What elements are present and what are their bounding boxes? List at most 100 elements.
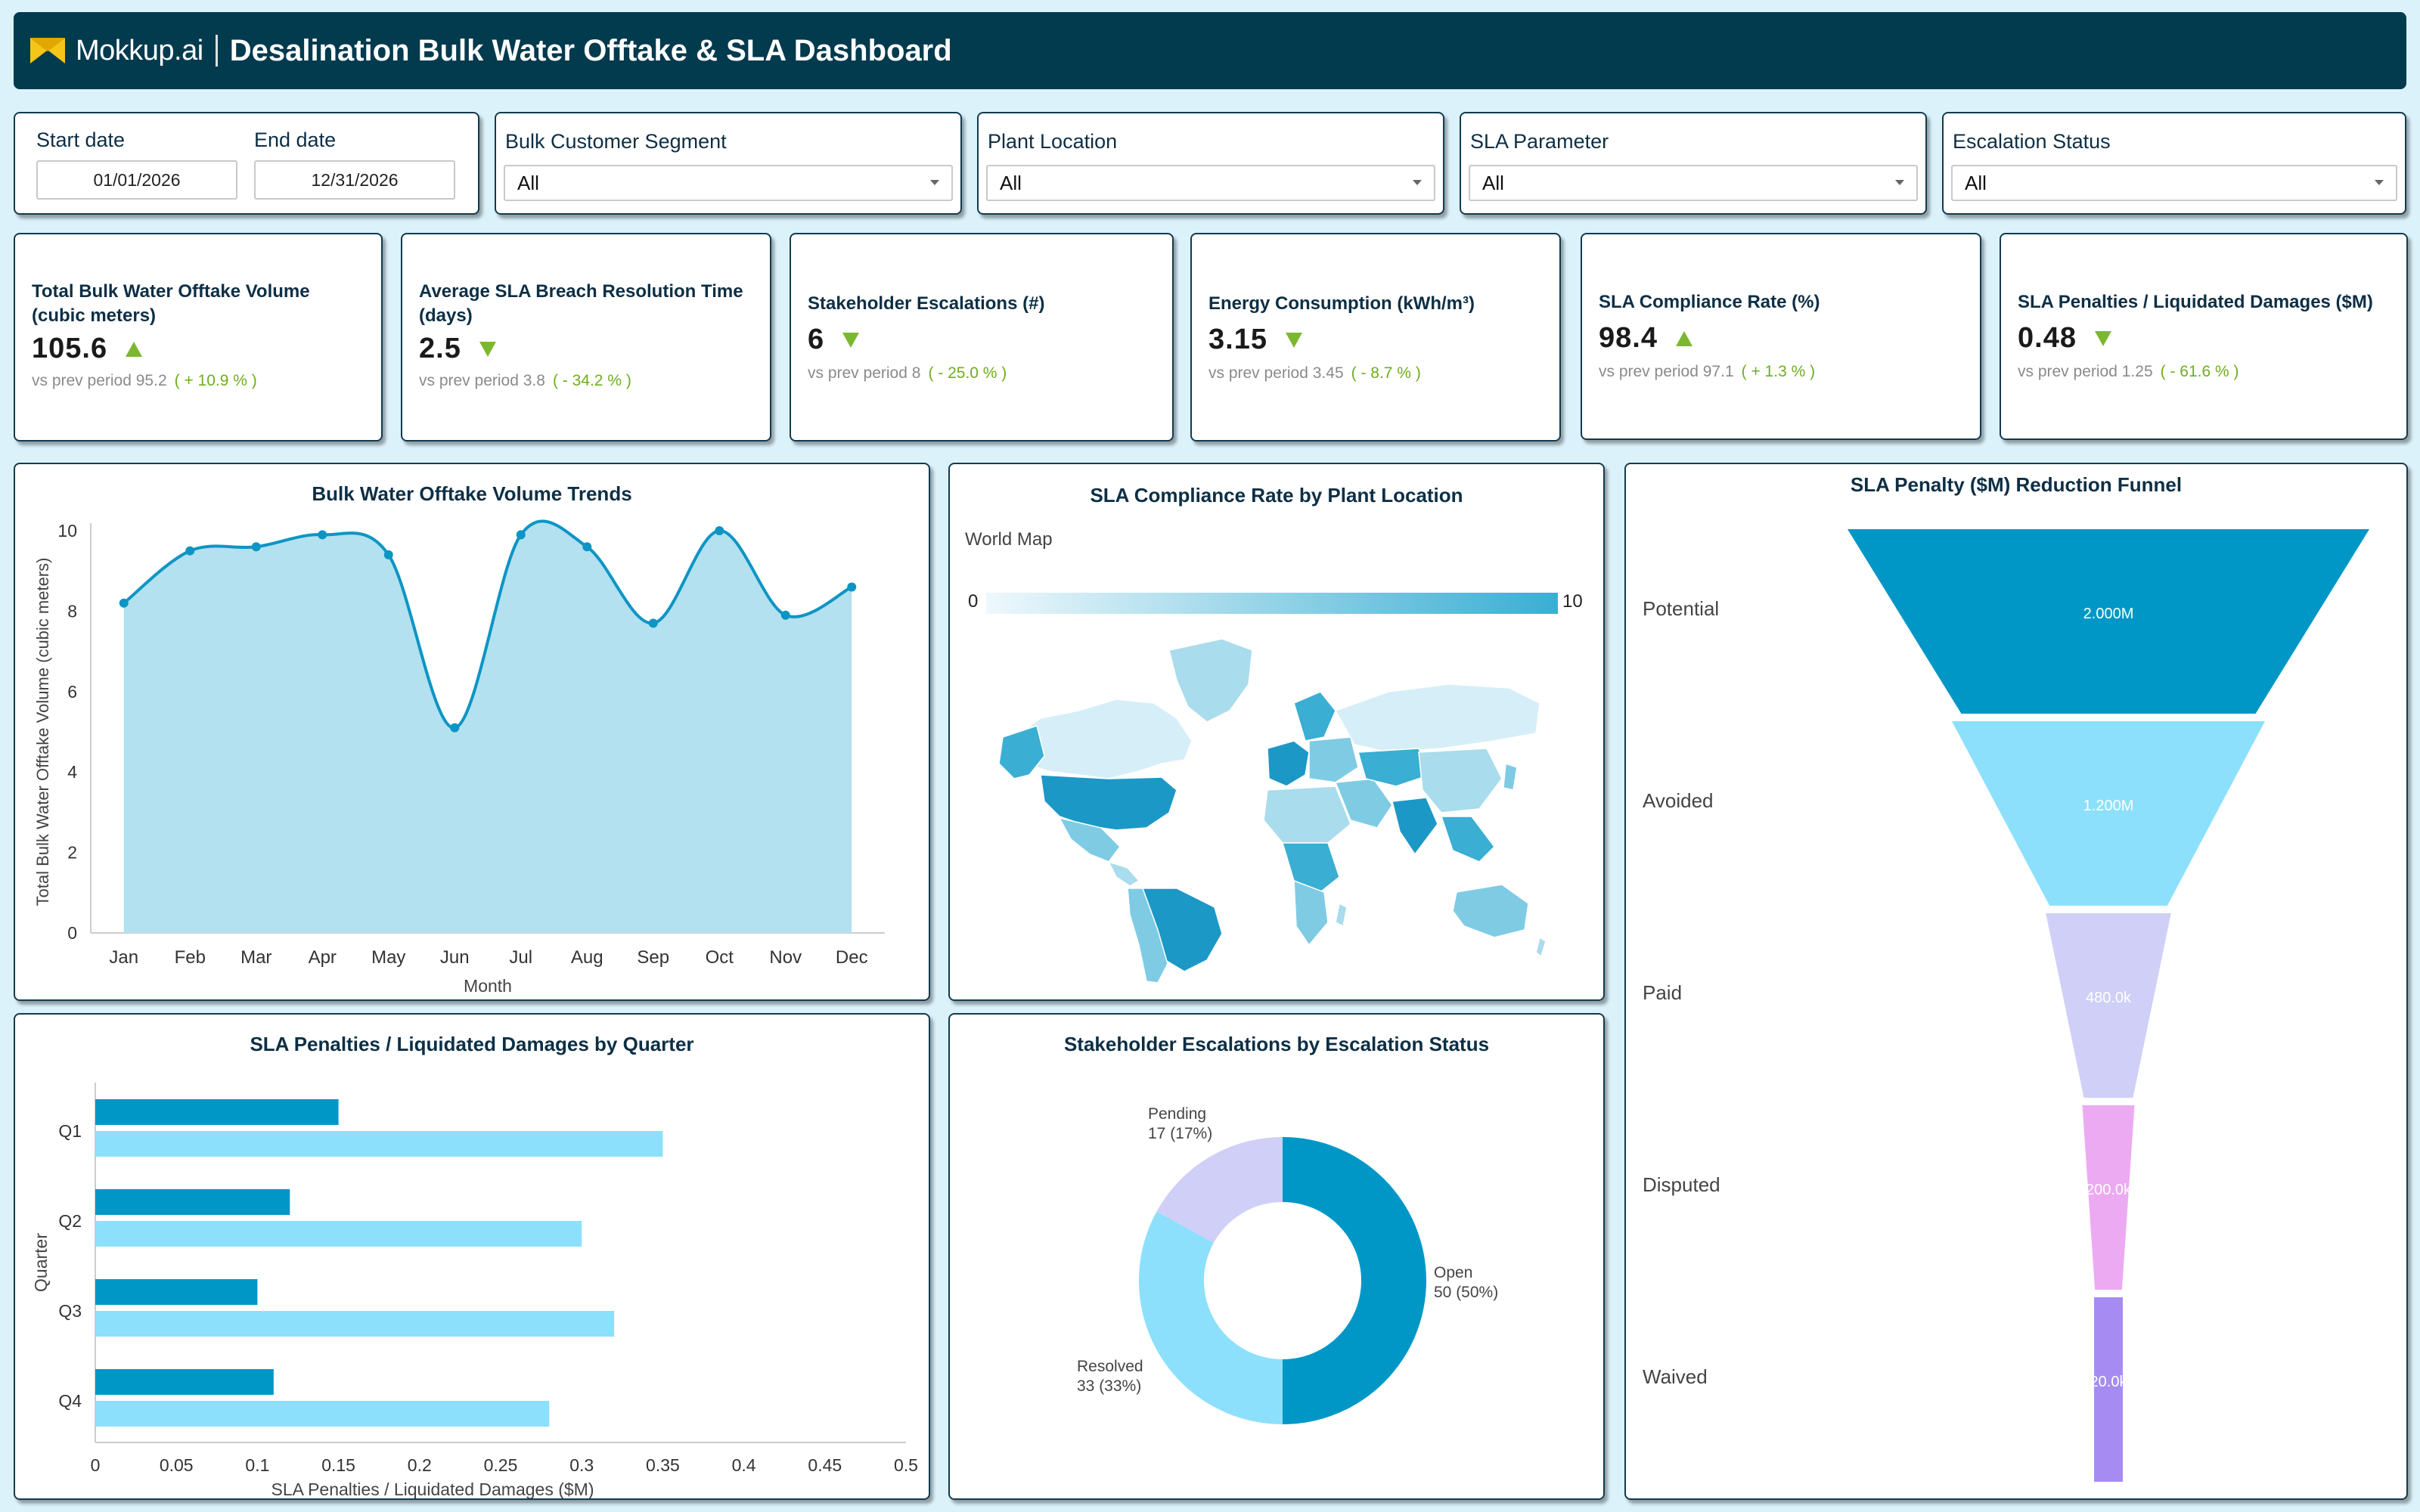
data-point[interactable] <box>318 530 327 540</box>
data-point[interactable] <box>251 542 261 552</box>
data-point[interactable] <box>715 526 724 535</box>
x-tick-label: Nov <box>769 947 802 968</box>
funnel-stage-label: Avoided <box>1643 789 1714 812</box>
bar[interactable] <box>95 1369 274 1395</box>
kpi-card-penalties: SLA Penalties / Liquidated Damages ($M) … <box>2000 233 2408 440</box>
x-tick-label: 0.2 <box>408 1455 432 1475</box>
y-tick-label: Q2 <box>58 1211 82 1231</box>
map-region-southern-africa <box>1293 879 1329 947</box>
kpi-comparison: vs prev period 3.45( - 8.7 % ) <box>1208 364 1421 382</box>
escalation-status-select[interactable]: All <box>1951 165 2397 201</box>
bar[interactable] <box>95 1401 550 1427</box>
donut-slice[interactable] <box>1283 1137 1426 1424</box>
filter-escalation-status: Escalation Status All <box>1942 112 2406 215</box>
x-tick-label: 0.15 <box>321 1455 355 1475</box>
bar[interactable] <box>95 1131 663 1157</box>
plant-location-select[interactable]: All <box>986 165 1435 201</box>
slice-value-label: 33 (33%) <box>1077 1377 1141 1395</box>
end-date-input[interactable]: 12/31/2026 <box>254 160 455 200</box>
kpi-value: 98.4 <box>1599 322 1658 354</box>
data-point[interactable] <box>119 598 129 608</box>
start-date-input[interactable]: 01/01/2026 <box>36 160 237 200</box>
trend-up-icon <box>1675 330 1692 346</box>
y-axis-title: Quarter <box>31 1233 51 1292</box>
x-tick-label: Dec <box>836 947 868 968</box>
map-region-russia <box>1334 683 1540 753</box>
bar[interactable] <box>95 1221 582 1247</box>
y-tick-label: 8 <box>67 601 77 621</box>
trend-down-icon <box>479 341 496 357</box>
funnel-value-label: 2.000M <box>2083 606 2134 622</box>
x-tick-label: Jun <box>440 947 470 968</box>
map-region-greenland <box>1168 638 1253 723</box>
logo: Mokkup.ai <box>29 33 203 68</box>
donut-slice[interactable] <box>1156 1137 1283 1243</box>
data-point[interactable] <box>450 723 460 733</box>
penalty-funnel-panel: SLA Penalty ($M) Reduction Funnel 2.000M… <box>1624 463 2408 1500</box>
x-tick-label: Sep <box>637 947 669 968</box>
y-tick-label: Q3 <box>58 1301 82 1321</box>
bar[interactable] <box>95 1311 615 1337</box>
escalations-donut-chart: Open 50 (50%) Resolved 33 (33%) Pending 17 (1… <box>1077 1105 1498 1424</box>
slice-name-label: Pending <box>1148 1105 1206 1123</box>
kpi-title: Average SLA Breach Resolution Time (days… <box>419 281 743 326</box>
map-region-canada <box>1009 699 1193 779</box>
filter-sla-parameter: SLA Parameter All <box>1460 112 1927 215</box>
data-point[interactable] <box>383 550 393 559</box>
map-region-central-asia <box>1357 748 1432 787</box>
x-tick-label: Aug <box>571 947 603 968</box>
data-point[interactable] <box>185 546 195 556</box>
x-tick-label: 0.05 <box>160 1455 194 1475</box>
data-point[interactable] <box>516 530 526 540</box>
trend-down-icon <box>842 332 860 348</box>
kpi-card-compliance-rate: SLA Compliance Rate (%) 98.4 vs prev per… <box>1581 233 1981 440</box>
x-tick-label: 0.35 <box>646 1455 680 1475</box>
funnel-value-label: 480.0k <box>2086 990 2132 1006</box>
panel-title: Bulk Water Offtake Volume Trends <box>312 482 632 505</box>
quarter-bar-chart: Q1 Q2 Q3 Q4 0 0.05 0.1 0.15 0.2 0.25 0.3 0.35 0.4 0.4… <box>31 1083 918 1498</box>
funnel-stage-label: Potential <box>1643 597 1719 620</box>
map-color-scale <box>986 593 1558 614</box>
funnel-stage[interactable] <box>2046 913 2171 1098</box>
funnel-value-label: 20.0k <box>2090 1374 2128 1390</box>
kpi-comparison: vs prev period 1.25( - 61.6 % ) <box>2018 363 2239 380</box>
world-map[interactable] <box>995 627 1555 983</box>
dashboard-title: Desalination Bulk Water Offtake & SLA Da… <box>229 33 952 67</box>
trend-up-icon <box>126 341 143 357</box>
kpi-card-breach-resolution: Average SLA Breach Resolution Time (days… <box>401 233 771 442</box>
bulk-customer-segment-select[interactable]: All <box>504 165 953 201</box>
funnel-stage-label: Disputed <box>1643 1173 1720 1196</box>
sla-parameter-select[interactable]: All <box>1469 165 1918 201</box>
trend-down-icon <box>2094 330 2111 346</box>
y-tick-label: 0 <box>67 923 77 943</box>
bar[interactable] <box>95 1189 290 1215</box>
map-scale-max: 10 <box>1562 591 1583 612</box>
bar[interactable] <box>95 1099 339 1125</box>
filter-label: Escalation Status <box>1953 130 2111 153</box>
map-region-alaska <box>998 725 1045 779</box>
map-region-japan <box>1503 762 1518 791</box>
select-value: All <box>517 171 539 194</box>
y-tick-label: Q4 <box>58 1391 82 1411</box>
x-tick-label: 0.3 <box>569 1455 594 1475</box>
data-point[interactable] <box>780 610 790 620</box>
select-value: All <box>1482 171 1504 194</box>
kpi-comparison: vs prev period 3.8( - 34.2 % ) <box>419 372 631 389</box>
funnel-stage-label: Waived <box>1643 1365 1708 1388</box>
chevron-down-icon <box>1413 180 1422 185</box>
funnel-stage[interactable] <box>2094 1297 2123 1482</box>
x-tick-label: 0.5 <box>894 1455 918 1475</box>
data-point[interactable] <box>847 582 857 592</box>
funnel-stage[interactable] <box>1952 721 2265 906</box>
map-region-india <box>1392 797 1438 856</box>
data-point[interactable] <box>648 618 658 628</box>
map-region-new-zealand <box>1535 936 1547 958</box>
donut-slice[interactable] <box>1139 1211 1283 1424</box>
chevron-down-icon <box>1895 180 1904 185</box>
bar[interactable] <box>95 1279 258 1305</box>
area-fill <box>123 521 852 933</box>
data-point[interactable] <box>582 542 592 552</box>
funnel-stage[interactable] <box>1848 529 2369 714</box>
funnel-stage[interactable] <box>2082 1105 2135 1290</box>
map-scale-min: 0 <box>968 591 979 612</box>
